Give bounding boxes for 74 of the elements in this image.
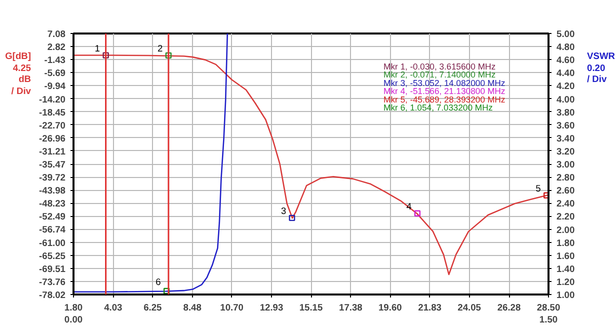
y2-tick-label: 4.20 — [556, 81, 575, 92]
text: Mkr 4, -51.566, 21.130800 MHz — [384, 86, 506, 96]
y2-axis-title: VSWR — [587, 51, 615, 61]
text: Mkr 6, 1.054, 7.033200 MHz — [384, 102, 493, 112]
y2-tick-label: 1.00 — [556, 290, 575, 300]
point — [165, 52, 172, 59]
x-tick-label: 10.70 — [220, 302, 244, 312]
y2-tick-label: 4.40 — [556, 68, 575, 78]
y-tick-label: -43.98 — [39, 186, 66, 196]
y-tick-label: -9.94 — [44, 81, 66, 92]
y2-tick-label: 2.40 — [556, 198, 575, 209]
y-tick-label: -14.20 — [39, 94, 66, 104]
y-tick-label: -78.02 — [39, 290, 66, 300]
y-tick-label: 2.82 — [47, 42, 66, 52]
y2-tick-label: 2.60 — [556, 186, 575, 196]
y2-tick-label: 1.60 — [556, 250, 575, 261]
text: Mkr 1, -0.030, 3.615600 MHz — [384, 62, 496, 72]
y-axis-title: G[dB] — [5, 51, 31, 61]
y2-tick-label: 4.60 — [556, 55, 575, 66]
text: Mkr 3, -53.052, 14.082000 MHz — [384, 78, 506, 88]
x-tick-label: 15.15 — [299, 302, 323, 312]
y2-tick-label: 2.20 — [556, 212, 575, 222]
y2-tick-label: 3.00 — [556, 160, 575, 170]
y2-tick-label: 3.80 — [556, 107, 575, 118]
y-tick-label: 7.08 — [47, 29, 66, 39]
y-tick-label: -35.47 — [39, 160, 66, 170]
x-tick-label: 1.80 0.00 — [64, 302, 83, 324]
y2-tick-label: 1.80 — [556, 238, 575, 248]
x-tick-label: 26.28 — [497, 302, 521, 312]
y-tick-label: -61.00 — [39, 238, 66, 248]
x-tick-label: 12.93 — [260, 302, 284, 312]
y-tick-label: -5.69 — [44, 68, 66, 78]
point — [414, 210, 420, 216]
text: Mkr 2, -0.071, 7.140000 MHz — [384, 70, 496, 80]
annotation: 1 — [94, 43, 100, 54]
y-tick-label: -56.74 — [39, 224, 66, 235]
y-tick-label: -69.51 — [39, 264, 66, 274]
x-tick-label: 8.48 — [183, 302, 202, 312]
text: 4.25 dB / Div — [11, 62, 31, 96]
x-tick-label: 21.83 — [418, 302, 442, 312]
x-tick-label: 19.60 — [378, 302, 402, 312]
text: Mkr 5, -45.689, 28.393200 MHz — [384, 94, 506, 104]
annotation: 2 — [158, 43, 163, 54]
y-tick-label: -1.43 — [44, 55, 66, 66]
y2-tick-label: 1.20 — [556, 276, 575, 287]
x-tick-label: 6.25 — [144, 302, 162, 312]
x-tick-label: 24.05 — [458, 302, 482, 312]
y-tick-label: -26.96 — [39, 133, 66, 144]
y-tick-label: -65.25 — [39, 250, 66, 261]
annotation: 3 — [281, 206, 286, 216]
annotation: 6 — [156, 277, 161, 288]
point — [288, 214, 296, 222]
annotation: 5 — [536, 183, 541, 194]
x-tick-label: 17.38 — [339, 302, 362, 312]
y2-tick-label: 2.80 — [556, 172, 575, 183]
y2-tick-label: 1.40 — [556, 264, 575, 274]
y2-tick-label: 4.80 — [556, 42, 575, 52]
y2-tick-label: 3.20 — [556, 146, 575, 156]
y2-tick-label: 3.40 — [556, 133, 575, 144]
y2-tick-label: 5.00 — [556, 29, 575, 39]
y-tick-label: -18.45 — [39, 107, 66, 118]
y-tick-label: -39.72 — [39, 172, 66, 183]
y-tick-label: -31.21 — [39, 146, 66, 156]
y2-tick-label: 3.60 — [556, 120, 575, 130]
x-tick-label: 28.50 1.50 — [536, 302, 560, 324]
y-tick-label: -48.23 — [39, 198, 66, 209]
y-tick-label: -52.49 — [39, 212, 66, 222]
y-tick-label: -22.70 — [39, 120, 66, 130]
point — [102, 52, 109, 58]
text: 0.20 / Div — [587, 62, 607, 84]
y2-tick-label: 2.00 — [556, 224, 575, 235]
y-tick-label: -73.76 — [39, 276, 66, 287]
x-tick-label: 4.03 — [104, 302, 122, 312]
y2-tick-label: 4.00 — [556, 94, 575, 104]
